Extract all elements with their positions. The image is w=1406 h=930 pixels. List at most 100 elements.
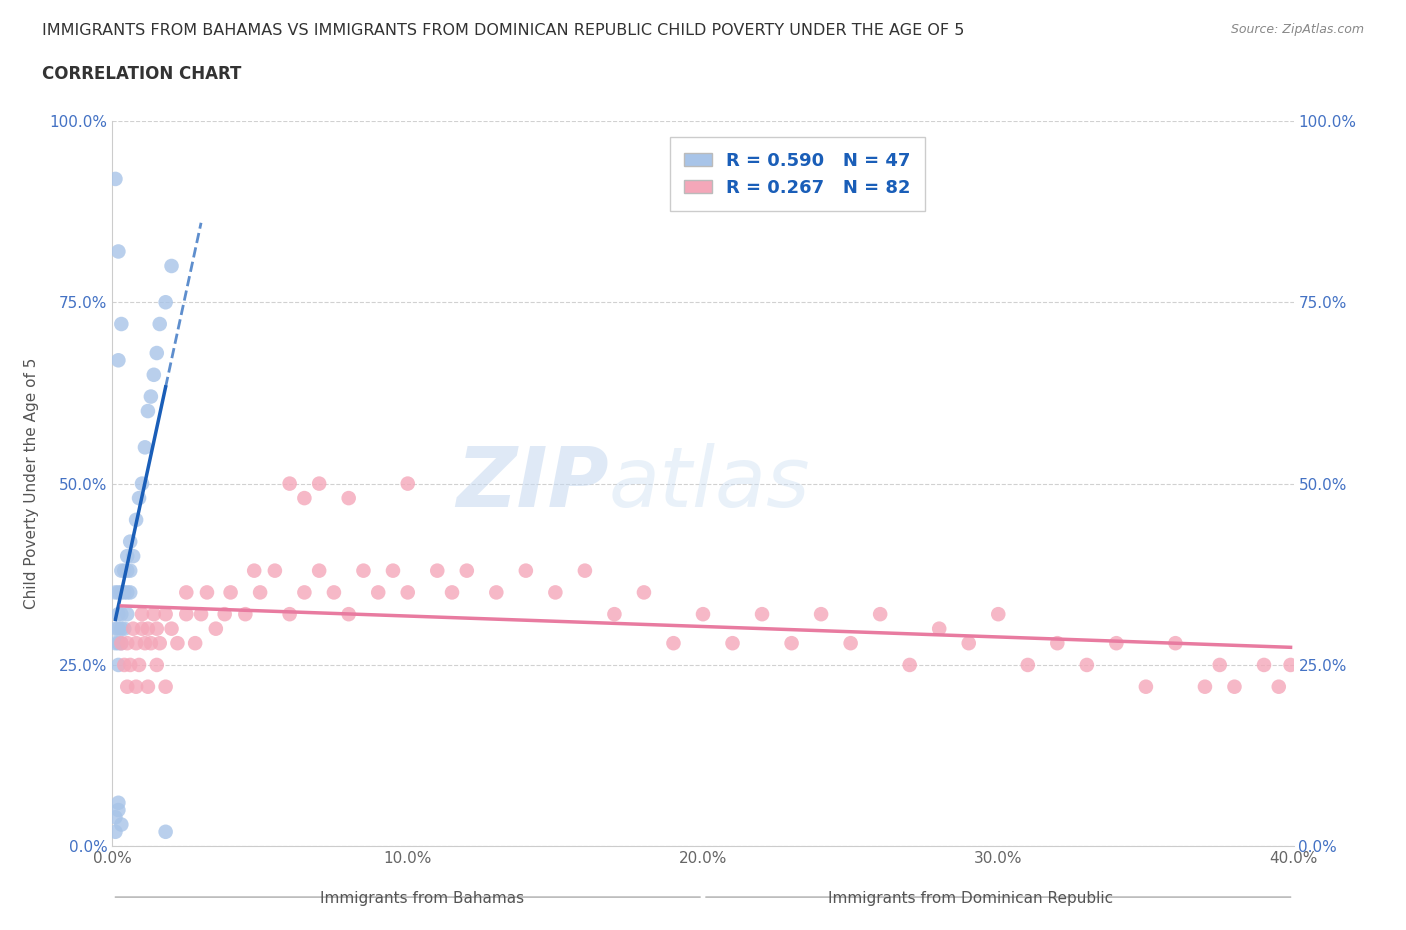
Point bbox=[1208, 658, 1232, 672]
Point bbox=[104, 810, 127, 825]
Point bbox=[136, 679, 159, 694]
Point bbox=[107, 606, 129, 621]
Point bbox=[243, 564, 266, 578]
Point bbox=[107, 244, 129, 259]
Point bbox=[120, 585, 142, 600]
Point bbox=[195, 585, 218, 600]
Point bbox=[120, 564, 142, 578]
Point bbox=[308, 476, 330, 491]
Point bbox=[117, 679, 138, 694]
Point bbox=[456, 564, 478, 578]
Point bbox=[149, 636, 172, 651]
Point bbox=[751, 606, 773, 621]
Point bbox=[426, 564, 449, 578]
Point bbox=[110, 606, 132, 621]
Point bbox=[149, 316, 172, 331]
Text: Immigrants from Bahamas: Immigrants from Bahamas bbox=[319, 891, 524, 906]
Point bbox=[110, 817, 132, 832]
Point bbox=[278, 606, 301, 621]
Point bbox=[396, 476, 419, 491]
Point bbox=[233, 606, 256, 621]
Point bbox=[662, 636, 685, 651]
Point bbox=[692, 606, 714, 621]
Point bbox=[1046, 636, 1069, 651]
Y-axis label: Child Poverty Under the Age of 5: Child Poverty Under the Age of 5 bbox=[24, 358, 38, 609]
Point bbox=[898, 658, 921, 672]
Point bbox=[155, 824, 177, 839]
Point bbox=[117, 606, 138, 621]
Point bbox=[104, 621, 127, 636]
Point bbox=[184, 636, 207, 651]
Point bbox=[125, 636, 148, 651]
Point bbox=[122, 621, 145, 636]
Point bbox=[574, 564, 596, 578]
Text: Source: ZipAtlas.com: Source: ZipAtlas.com bbox=[1230, 23, 1364, 36]
Text: Immigrants from Dominican Republic: Immigrants from Dominican Republic bbox=[828, 891, 1112, 906]
Point bbox=[107, 585, 129, 600]
Point bbox=[308, 564, 330, 578]
Point bbox=[131, 476, 153, 491]
Point bbox=[214, 606, 236, 621]
Point bbox=[117, 549, 138, 564]
Point bbox=[337, 491, 360, 506]
Point bbox=[110, 564, 132, 578]
Point bbox=[107, 803, 129, 817]
Point bbox=[957, 636, 980, 651]
Point bbox=[125, 512, 148, 527]
Point bbox=[1076, 658, 1098, 672]
Point bbox=[160, 621, 183, 636]
Point bbox=[107, 795, 129, 810]
Point bbox=[219, 585, 242, 600]
Point bbox=[142, 367, 165, 382]
Point bbox=[117, 636, 138, 651]
Point bbox=[1017, 658, 1039, 672]
Point bbox=[292, 491, 315, 506]
Point bbox=[136, 404, 159, 418]
Point bbox=[117, 585, 138, 600]
Point bbox=[174, 585, 197, 600]
Legend: R = 0.590   N = 47, R = 0.267   N = 82: R = 0.590 N = 47, R = 0.267 N = 82 bbox=[671, 138, 925, 211]
Point bbox=[146, 621, 169, 636]
Point bbox=[110, 585, 132, 600]
Point bbox=[839, 636, 862, 651]
Point bbox=[160, 259, 183, 273]
Point bbox=[104, 824, 127, 839]
Point bbox=[1105, 636, 1128, 651]
Point bbox=[117, 564, 138, 578]
Point bbox=[120, 658, 142, 672]
Point bbox=[264, 564, 287, 578]
Point bbox=[136, 621, 159, 636]
Point bbox=[1164, 636, 1187, 651]
Point bbox=[142, 606, 165, 621]
Point bbox=[146, 346, 169, 361]
Point bbox=[485, 585, 508, 600]
Point bbox=[205, 621, 228, 636]
Point bbox=[928, 621, 950, 636]
Point bbox=[1194, 679, 1216, 694]
Point bbox=[1253, 658, 1275, 672]
Point bbox=[441, 585, 464, 600]
Point bbox=[146, 658, 169, 672]
Point bbox=[110, 621, 132, 636]
Point bbox=[112, 564, 135, 578]
Point bbox=[122, 549, 145, 564]
Point bbox=[104, 171, 127, 186]
Point bbox=[190, 606, 212, 621]
Point bbox=[869, 606, 891, 621]
Text: ZIP: ZIP bbox=[456, 443, 609, 525]
Point bbox=[120, 534, 142, 549]
Point bbox=[112, 658, 135, 672]
Point bbox=[110, 316, 132, 331]
Text: CORRELATION CHART: CORRELATION CHART bbox=[42, 65, 242, 83]
Point bbox=[1135, 679, 1157, 694]
Point bbox=[125, 679, 148, 694]
Point bbox=[603, 606, 626, 621]
Point bbox=[128, 491, 150, 506]
Point bbox=[337, 606, 360, 621]
Text: atlas: atlas bbox=[609, 443, 810, 525]
Point bbox=[155, 295, 177, 310]
Point bbox=[1268, 679, 1291, 694]
Point bbox=[1223, 679, 1246, 694]
Point bbox=[278, 476, 301, 491]
Point bbox=[104, 636, 127, 651]
